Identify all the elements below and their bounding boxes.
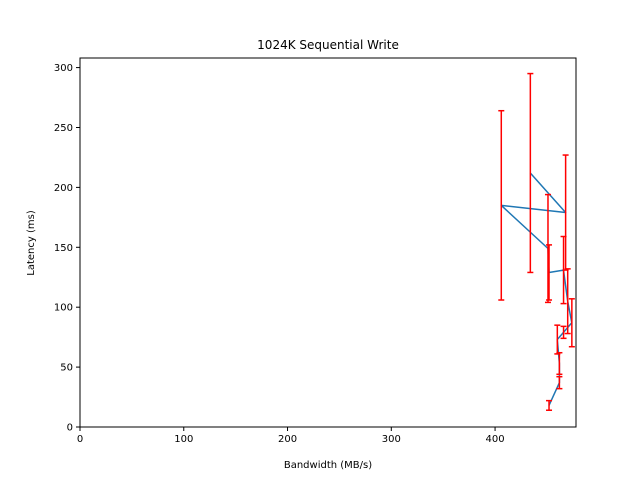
x-tick-label: 100	[174, 434, 193, 445]
y-axis: 0 50 100 150 200 250 300	[54, 63, 80, 434]
error-bar	[498, 109, 505, 301]
x-axis: 0 100 200 300 400	[77, 427, 505, 445]
error-bar	[568, 298, 575, 348]
error-bar	[546, 244, 553, 301]
plot-area	[498, 72, 575, 411]
y-tick-label: 250	[54, 123, 73, 134]
error-bar	[546, 399, 553, 411]
error-bar	[562, 154, 569, 271]
y-tick-label: 300	[54, 63, 73, 74]
y-tick-label: 100	[54, 303, 73, 314]
error-bar	[544, 193, 551, 304]
error-bar	[554, 324, 561, 355]
y-tick-label: 50	[60, 363, 73, 374]
x-tick-label: 0	[77, 434, 83, 445]
x-tick-label: 300	[382, 434, 401, 445]
y-axis-label: Latency (ms)	[26, 210, 37, 276]
x-tick-label: 200	[278, 434, 297, 445]
error-bar	[556, 375, 563, 390]
error-bar	[560, 325, 567, 340]
y-tick-label: 200	[54, 183, 73, 194]
x-axis-label: Bandwidth (MB/s)	[284, 460, 372, 471]
y-tick-label: 150	[54, 243, 73, 254]
y-tick-label: 0	[67, 423, 73, 434]
chart-title: 1024K Sequential Write	[257, 38, 399, 52]
axes-frame	[79, 57, 577, 428]
error-bar	[527, 72, 534, 274]
x-tick-label: 400	[486, 434, 505, 445]
